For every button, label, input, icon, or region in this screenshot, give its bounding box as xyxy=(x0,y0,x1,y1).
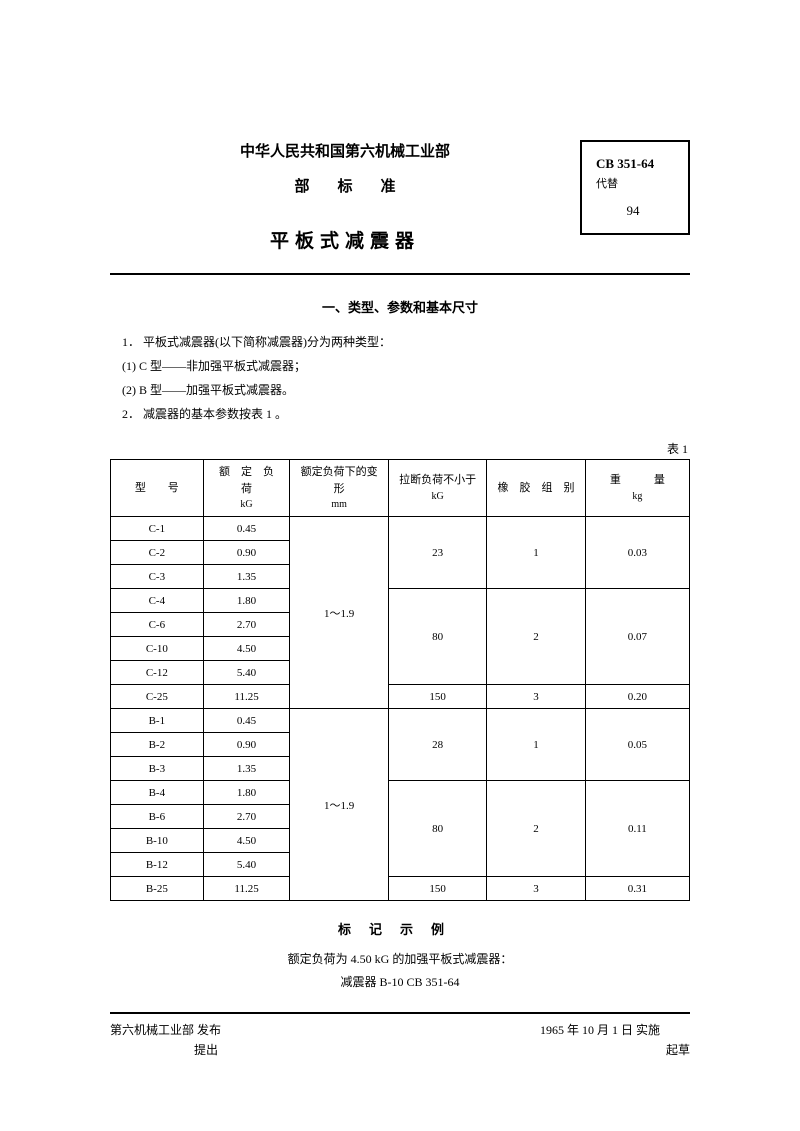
cell-break: 23 xyxy=(388,517,486,589)
cell-model: C-2 xyxy=(111,541,204,565)
cell-deformation: 1～1.9 xyxy=(290,709,388,901)
cell-weight: 0.03 xyxy=(585,517,689,589)
body-line: 1． 平板式减震器(以下简称减震器)分为两种类型： xyxy=(122,330,690,354)
cell-model: B-3 xyxy=(111,757,204,781)
cell-model: B-12 xyxy=(111,853,204,877)
org-title: 中华人民共和国第六机械工业部 xyxy=(110,140,580,161)
cell-load: 0.45 xyxy=(203,709,290,733)
marking-body: 额定负荷为 4.50 kG 的加强平板式减震器： 减震器 B-10 CB 351… xyxy=(110,948,690,994)
table-row: C-41.808020.07 xyxy=(111,589,690,613)
replace-label: 代替 xyxy=(596,175,670,195)
marking-line: 减震器 B-10 CB 351-64 xyxy=(110,971,690,994)
cell-weight: 0.07 xyxy=(585,589,689,685)
cell-model: B-4 xyxy=(111,781,204,805)
cell-load: 11.25 xyxy=(203,685,290,709)
cell-weight: 0.05 xyxy=(585,709,689,781)
cell-deformation: 1～1.9 xyxy=(290,517,388,709)
cell-weight: 0.11 xyxy=(585,781,689,877)
cell-model: B-6 xyxy=(111,805,204,829)
cell-load: 1.80 xyxy=(203,589,290,613)
cell-break: 150 xyxy=(388,877,486,901)
table-1-label: 表 1 xyxy=(110,440,690,457)
cell-break: 28 xyxy=(388,709,486,781)
cell-model: C-3 xyxy=(111,565,204,589)
marking-line: 额定负荷为 4.50 kG 的加强平板式减震器： xyxy=(110,948,690,971)
footer-publisher: 第六机械工业部 发布 xyxy=(110,1020,221,1040)
marking-title: 标记示例 xyxy=(110,919,690,938)
table-row: C-2511.25 15030.20 xyxy=(111,685,690,709)
cell-break: 80 xyxy=(388,781,486,877)
cell-load: 0.45 xyxy=(203,517,290,541)
col-deformation: 额定负荷下的变 形mm xyxy=(290,460,388,517)
cell-load: 11.25 xyxy=(203,877,290,901)
cell-break: 80 xyxy=(388,589,486,685)
cell-rubber: 2 xyxy=(487,781,585,877)
footer-rule xyxy=(110,1012,690,1014)
document-title: 平板式减震器 xyxy=(110,226,580,253)
section-1-title: 一、类型、参数和基本尺寸 xyxy=(110,297,690,316)
cell-load: 1.35 xyxy=(203,565,290,589)
cell-load: 0.90 xyxy=(203,733,290,757)
cell-load: 2.70 xyxy=(203,805,290,829)
cell-model: B-25 xyxy=(111,877,204,901)
document-page: 中华人民共和国第六机械工业部 部标准 平板式减震器 CB 351-64 代替 9… xyxy=(0,0,800,1110)
header-row: 中华人民共和国第六机械工业部 部标准 平板式减震器 CB 351-64 代替 9… xyxy=(110,140,690,253)
cell-model: B-10 xyxy=(111,829,204,853)
cell-model: C-12 xyxy=(111,661,204,685)
col-weight: 重 量kg xyxy=(585,460,689,517)
cell-model: C-1 xyxy=(111,517,204,541)
body-line: (2) B 型——加强平板式减震器。 xyxy=(122,378,690,402)
cell-load: 1.80 xyxy=(203,781,290,805)
footer-left: 第六机械工业部 发布 提出 xyxy=(110,1020,221,1061)
cell-load: 5.40 xyxy=(203,661,290,685)
col-rubber-group: 橡 胶 组 别 xyxy=(487,460,585,517)
cell-rubber: 3 xyxy=(487,877,585,901)
cell-model: C-6 xyxy=(111,613,204,637)
cell-rubber: 2 xyxy=(487,589,585,685)
footer-propose: 提出 xyxy=(110,1040,221,1060)
cell-load: 2.70 xyxy=(203,613,290,637)
cell-rubber: 3 xyxy=(487,685,585,709)
col-model: 型 号 xyxy=(111,460,204,517)
cell-model: B-1 xyxy=(111,709,204,733)
standard-code-box: CB 351-64 代替 94 xyxy=(580,140,690,235)
table-row: C-10.451～1.92310.03 xyxy=(111,517,690,541)
cell-model: C-4 xyxy=(111,589,204,613)
col-rated-load: 额 定 负 荷kG xyxy=(203,460,290,517)
cell-rubber: 1 xyxy=(487,709,585,781)
replace-number: 94 xyxy=(596,199,670,222)
table-row: B-10.451～1.92810.05 xyxy=(111,709,690,733)
dept-standard: 部标准 xyxy=(110,175,580,196)
footer-draft: 起草 xyxy=(540,1040,690,1060)
cell-weight: 0.20 xyxy=(585,685,689,709)
cell-load: 0.90 xyxy=(203,541,290,565)
header-rule xyxy=(110,273,690,275)
cell-break: 150 xyxy=(388,685,486,709)
cell-model: B-2 xyxy=(111,733,204,757)
header-left: 中华人民共和国第六机械工业部 部标准 平板式减震器 xyxy=(110,140,580,253)
body-line: 2． 减震器的基本参数按表 1 。 xyxy=(122,402,690,426)
cell-load: 4.50 xyxy=(203,637,290,661)
table-row: B-41.808020.11 xyxy=(111,781,690,805)
col-break-load: 拉断负荷不小于kG xyxy=(388,460,486,517)
cell-weight: 0.31 xyxy=(585,877,689,901)
footer-effective: 1965 年 10 月 1 日 实施 xyxy=(540,1020,690,1040)
table-head: 型 号 额 定 负 荷kG 额定负荷下的变 形mm 拉断负荷不小于kG 橡 胶 … xyxy=(111,460,690,517)
cell-load: 4.50 xyxy=(203,829,290,853)
parameters-table: 型 号 额 定 负 荷kG 额定负荷下的变 形mm 拉断负荷不小于kG 橡 胶 … xyxy=(110,459,690,901)
table-body: C-10.451～1.92310.03C-20.90C-31.35C-41.80… xyxy=(111,517,690,901)
footer-right: 1965 年 10 月 1 日 实施 起草 xyxy=(540,1020,690,1061)
body-line: (1) C 型——非加强平板式减震器； xyxy=(122,354,690,378)
cell-load: 5.40 xyxy=(203,853,290,877)
cell-model: C-10 xyxy=(111,637,204,661)
table-row: B-2511.25 15030.31 xyxy=(111,877,690,901)
footer: 第六机械工业部 发布 提出 1965 年 10 月 1 日 实施 起草 xyxy=(110,1020,690,1061)
cell-model: C-25 xyxy=(111,685,204,709)
standard-code: CB 351-64 xyxy=(596,152,670,175)
section-1-body: 1． 平板式减震器(以下简称减震器)分为两种类型： (1) C 型——非加强平板… xyxy=(110,330,690,426)
cell-rubber: 1 xyxy=(487,517,585,589)
cell-load: 1.35 xyxy=(203,757,290,781)
